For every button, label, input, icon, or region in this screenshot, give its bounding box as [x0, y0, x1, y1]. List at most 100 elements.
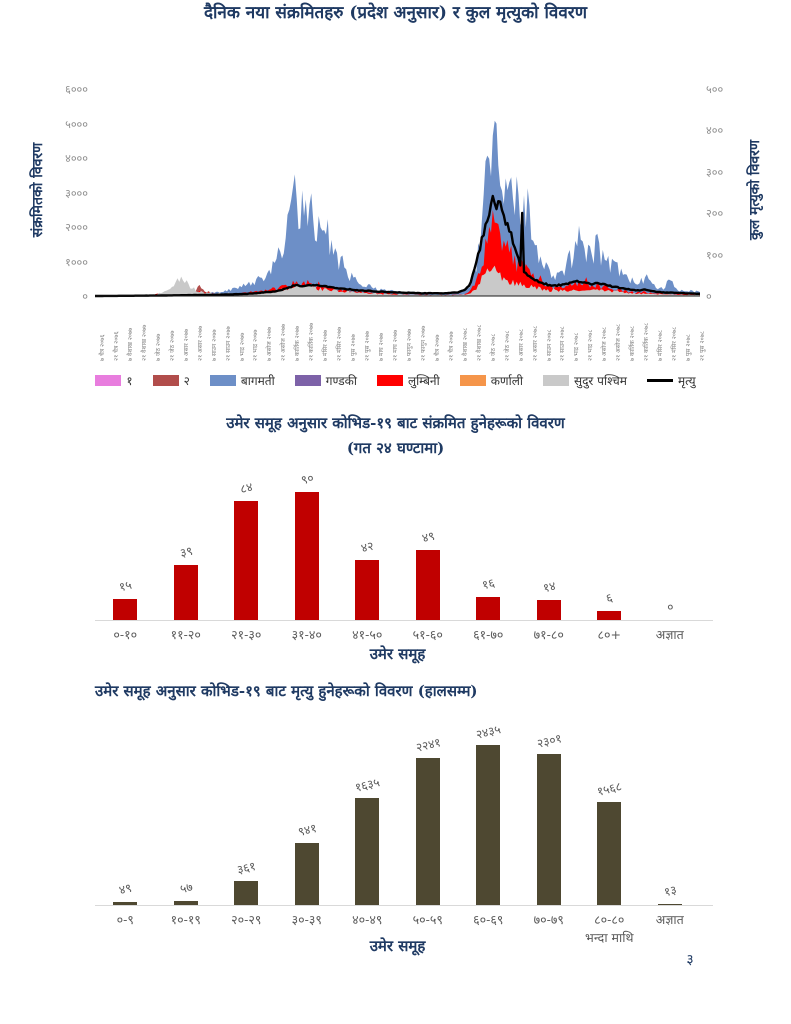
bar-value-label: ९४१ [296, 821, 318, 840]
category-label: ८०+ [597, 627, 621, 642]
legend-swatch-icon [95, 375, 122, 386]
bar [415, 550, 440, 620]
y-right-tick: २०० [706, 207, 724, 221]
legend-item: कर्णाली [459, 372, 523, 389]
bar [294, 843, 319, 905]
legend-item: सुदुर पश्चिम [542, 372, 627, 389]
daily-chart-legend: १ २ बागमती गण्डकी लुम्बिनी कर्णाली सुदुर पश्चि… [0, 372, 791, 389]
date-tick: २१ भाद्र २०७७ [252, 329, 260, 362]
bar-value-label: १६ [480, 575, 497, 593]
bar-value-label: २४३५ [474, 722, 503, 742]
bar [536, 753, 561, 905]
bar-value-label: १५ [117, 577, 134, 594]
date-tick: २१ चैत्र २०७६ [112, 331, 120, 361]
bar-value-label: ३६१ [235, 859, 258, 878]
legend-swatch-icon [294, 375, 321, 386]
date-tick: ७ कार्तिक २०७८ [629, 325, 637, 361]
date-tick: २१ फागुन २०७७ [419, 325, 427, 361]
date-tick: ७ फागुन २०७७ [405, 328, 413, 361]
date-tick: ७ असोज २०७७ [266, 326, 274, 361]
category-label: ११-२० [170, 627, 201, 642]
category-label: ३०-३९ [291, 912, 322, 927]
date-tick: २१ वैशाख २०७७ [140, 324, 148, 361]
bar [355, 797, 380, 905]
date-tick: २१ साउन २०७७ [224, 326, 232, 361]
legend-swatch-icon [459, 375, 486, 386]
legend-swatch-icon [376, 375, 403, 386]
date-tick: ७ पुस २०७७ [350, 334, 358, 361]
y-right-tick: ३०० [706, 165, 724, 179]
category-label: ४०-४९ [352, 912, 383, 927]
bar-value-label: ० [665, 599, 675, 615]
bar [355, 560, 380, 620]
date-tick: २१ पुस २०७८ [699, 331, 706, 361]
bar-value-label: ६ [604, 590, 615, 607]
date-tick: ७ भाद्र २०७७ [238, 332, 246, 361]
date-tick: २१ असार २०७८ [531, 325, 539, 361]
legend-label: गण्डकी [325, 374, 357, 388]
baseline [95, 620, 713, 621]
bar-value-label: १३ [662, 882, 678, 900]
bar [234, 500, 259, 620]
category-label: २१-३० [231, 627, 262, 642]
date-tick: २१ कार्तिक २०७७ [308, 322, 316, 361]
date-tick: ७ असोज २०७८ [601, 326, 609, 361]
bar [294, 492, 319, 620]
legend-label: बागमती [240, 374, 275, 388]
y-left-tick: ५००० [65, 117, 88, 131]
legend-label: २ [183, 374, 190, 388]
y-left-tick: १००० [65, 255, 88, 269]
category-label: ५०-५९ [412, 912, 443, 927]
date-tick: ७ वैशाख २०७७ [126, 327, 134, 361]
category-label: ०-१० [113, 627, 138, 642]
y-right-tick: ५०० [706, 83, 724, 96]
bar-value-label: ३९ [178, 543, 194, 560]
bar [415, 757, 440, 905]
y-left-tick: २००० [65, 221, 88, 234]
bar-value-label: ४९ [117, 880, 134, 898]
legend-item: मृत्यु [646, 372, 696, 389]
daily-chart-title: दैनिक नया संक्रमितहरु (प्रदेश अनुसार) र … [203, 3, 588, 23]
date-tick: ७ मंसिर २०७८ [657, 329, 665, 361]
legend-item: १ [95, 372, 133, 389]
date-tick: ७ कार्तिक २०७७ [294, 325, 302, 361]
baseline [95, 905, 713, 906]
category-label: अज्ञात [655, 912, 684, 927]
date-tick: २१ असार २०७७ [196, 325, 204, 361]
bar-value-label: २३०१ [535, 730, 563, 751]
date-tick: ७ पुस २०७८ [685, 334, 693, 361]
date-tick: ७ माघ २०७७ [378, 332, 386, 361]
category-label: ०-९ [116, 912, 134, 927]
legend-item: बागमती [209, 372, 275, 389]
legend-label: कर्णाली [490, 374, 523, 388]
date-tick: ७ मंसिर २०७७ [322, 329, 330, 361]
date-tick: ७ जेठ २०७७ [154, 333, 162, 361]
date-tick: २१ असोज २०७८ [615, 323, 623, 361]
bar [597, 801, 622, 905]
age-deaths-x-title: उमेर समूह [369, 937, 426, 955]
bar-value-label: ९० [299, 470, 315, 488]
date-tick: २१ चैत्र २०७७ [447, 331, 455, 361]
age-cases-chart-title: उमेर समूह अनुसार कोभिड-१९ बाट संक्रमित ह… [226, 414, 565, 432]
legend-swatch-icon [152, 375, 179, 386]
date-tick: २१ असोज २०७७ [280, 323, 288, 361]
page-number: ३ [686, 952, 694, 968]
legend-label: मृत्यु [677, 374, 696, 388]
category-label: १०-१९ [170, 912, 201, 927]
bar-value-label: १६३५ [353, 774, 382, 795]
bar-value-label: १५६८ [595, 779, 624, 799]
category-label: अज्ञात [655, 627, 684, 642]
legend-item: गण्डकी [294, 372, 357, 389]
age-cases-x-title: उमेर समूह [369, 645, 426, 663]
date-tick: २१ कार्तिक २०७८ [643, 322, 651, 361]
bar [173, 564, 198, 620]
bar [173, 901, 198, 905]
age-cases-chart-subtitle: (गत २४ घण्टामा) [346, 439, 445, 457]
category-label: ३१-४० [291, 627, 322, 642]
legend-swatch-icon [209, 375, 236, 386]
age-deaths-chart: ४९ ०-९ ५७ १०-१९ ३६१ २०-२९ ९४१ ३०-३९ १६३५ ४०-४९ २२४… [88, 722, 718, 945]
date-tick: ७ असार २०७८ [517, 328, 525, 361]
date-tick: २१ जेठ २०७७ [168, 330, 176, 361]
legend-line-swatch-icon [646, 379, 673, 382]
